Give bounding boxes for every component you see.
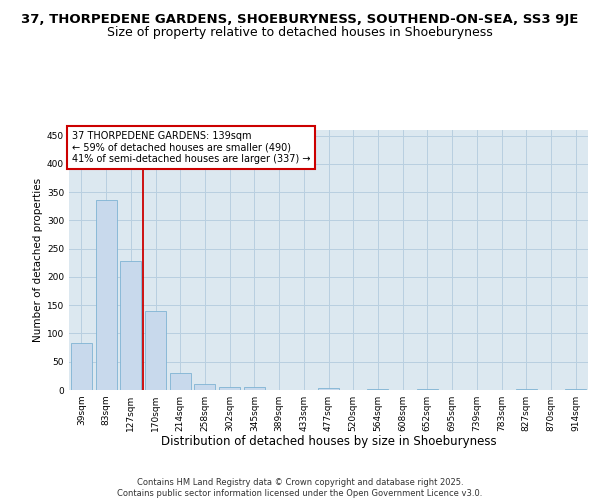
- Y-axis label: Number of detached properties: Number of detached properties: [33, 178, 43, 342]
- Bar: [367, 389, 388, 390]
- Bar: [194, 384, 215, 390]
- Bar: [95, 200, 116, 390]
- Bar: [244, 387, 265, 390]
- Text: Size of property relative to detached houses in Shoeburyness: Size of property relative to detached ho…: [107, 26, 493, 39]
- Bar: [145, 312, 166, 390]
- Bar: [219, 387, 240, 390]
- Bar: [170, 373, 191, 390]
- Bar: [417, 389, 438, 390]
- Bar: [120, 261, 141, 390]
- Bar: [516, 389, 537, 390]
- Bar: [565, 389, 586, 390]
- Text: Contains HM Land Registry data © Crown copyright and database right 2025.
Contai: Contains HM Land Registry data © Crown c…: [118, 478, 482, 498]
- Text: 37 THORPEDENE GARDENS: 139sqm
← 59% of detached houses are smaller (490)
41% of : 37 THORPEDENE GARDENS: 139sqm ← 59% of d…: [71, 132, 310, 164]
- Bar: [318, 388, 339, 390]
- Text: 37, THORPEDENE GARDENS, SHOEBURYNESS, SOUTHEND-ON-SEA, SS3 9JE: 37, THORPEDENE GARDENS, SHOEBURYNESS, SO…: [22, 12, 578, 26]
- X-axis label: Distribution of detached houses by size in Shoeburyness: Distribution of detached houses by size …: [161, 436, 496, 448]
- Bar: [71, 342, 92, 390]
